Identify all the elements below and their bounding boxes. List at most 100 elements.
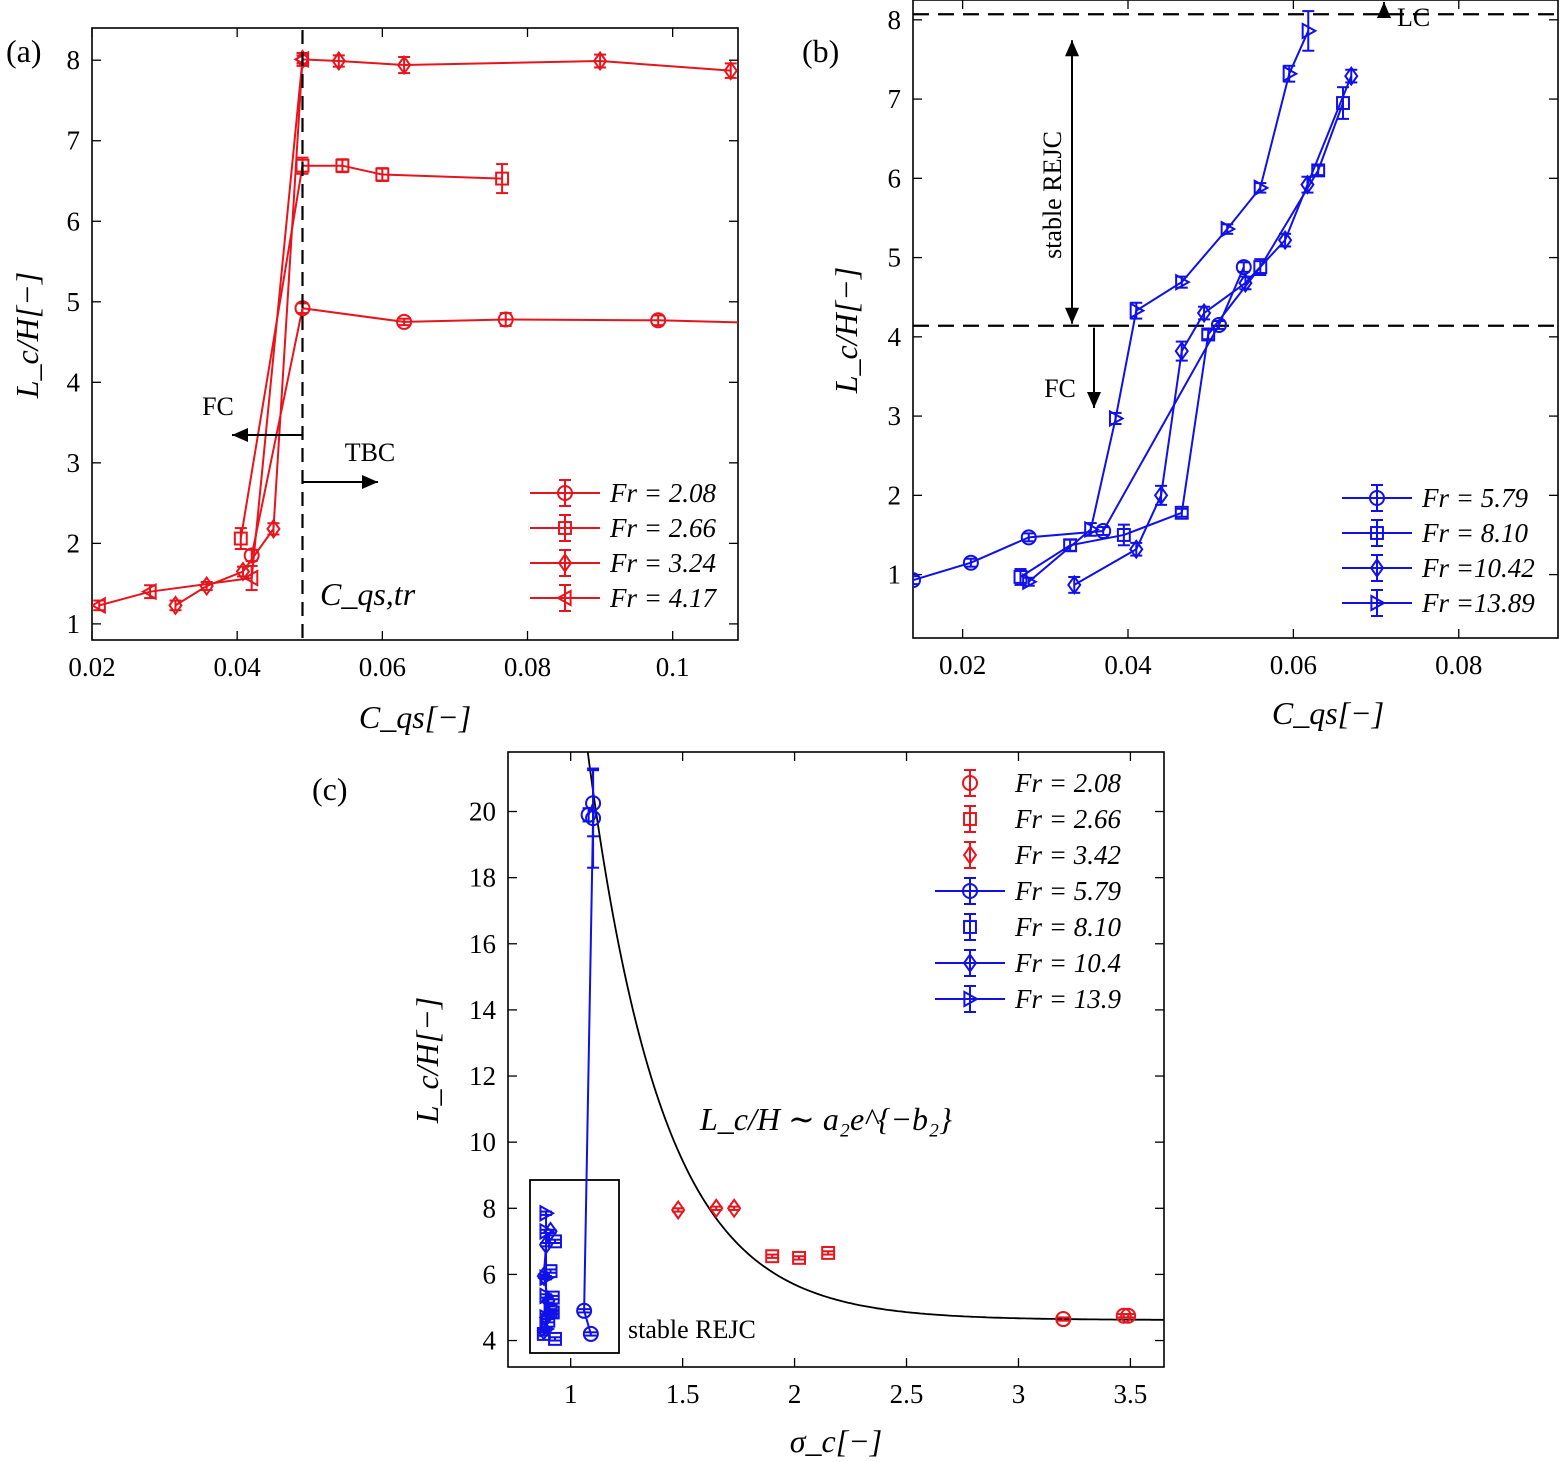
cqs-tr-label: C_qs,tr <box>320 576 416 612</box>
error-bar <box>964 557 977 568</box>
legend-label: Fr = 5.79 <box>1014 876 1121 906</box>
x-tick-label: 1.5 <box>666 1379 700 1409</box>
panel-label: (b) <box>802 33 839 69</box>
data-point <box>650 312 667 329</box>
error-bar <box>822 1250 835 1256</box>
data-point <box>1067 574 1082 596</box>
fit-line <box>586 752 1164 1321</box>
fc-arrow <box>1087 327 1101 408</box>
data-point <box>1282 65 1299 83</box>
data-point <box>821 1245 836 1260</box>
legend-entry: Fr = 2.66 <box>530 513 716 543</box>
legend-entry: Fr = 13.9 <box>935 984 1121 1014</box>
x-tick-label: 0.02 <box>68 652 115 682</box>
error-bar <box>1130 541 1143 557</box>
data-point <box>331 50 346 72</box>
stable-rejc-box <box>529 1179 620 1354</box>
fc-label: FC <box>1044 374 1076 403</box>
error-bar <box>766 1253 779 1259</box>
data-point <box>1175 273 1191 291</box>
legend-label: Fr = 13.9 <box>1014 984 1121 1014</box>
error-bar <box>332 54 345 68</box>
error-bar <box>549 1336 562 1342</box>
legend-errorbar <box>964 913 976 941</box>
legend-marker <box>962 883 978 899</box>
data-point <box>539 1269 556 1287</box>
legend-marker <box>557 485 573 501</box>
data-point <box>1277 230 1293 251</box>
stable-range-arrow <box>1065 40 1079 324</box>
data-point <box>709 1198 724 1219</box>
x-tick-label: 0.04 <box>214 652 262 682</box>
error-bar <box>1097 526 1110 536</box>
legend-errorbar <box>559 514 571 542</box>
series-line <box>1019 102 1344 578</box>
y-axis-label: L_c/H[−] <box>409 997 445 1125</box>
error-bar <box>793 1255 806 1261</box>
error-bar <box>1239 275 1252 291</box>
data-point <box>233 531 248 546</box>
y-tick-label: 1 <box>67 609 81 639</box>
data-point <box>670 1199 686 1221</box>
data-point <box>746 316 760 330</box>
legend-entry: Fr = 2.66 <box>963 804 1121 834</box>
legend-errorbar <box>1371 484 1383 512</box>
y-tick-label: 4 <box>888 322 902 352</box>
y-tick-label: 14 <box>469 995 497 1025</box>
data-point <box>1174 340 1189 362</box>
data-point <box>1109 409 1125 428</box>
series-line <box>1028 30 1310 583</box>
y-tick-label: 2 <box>67 528 81 558</box>
data-point <box>1300 174 1315 195</box>
data-point <box>1055 1311 1072 1328</box>
error-bar <box>594 53 607 69</box>
data-point <box>497 311 514 328</box>
fit-equation: L_c/H ∼ a₂e^{−b₂} <box>699 1101 952 1137</box>
y-tick-label: 6 <box>888 163 902 193</box>
plot-frame <box>507 751 1165 1368</box>
error-bar <box>1237 261 1250 273</box>
y-tick-label: 3 <box>67 448 81 478</box>
data-point <box>1115 1307 1132 1324</box>
y-tick-label: 8 <box>888 5 902 35</box>
data-point <box>1174 505 1189 520</box>
y-tick-label: 4 <box>67 367 81 397</box>
legend-entry: Fr = 4.17 <box>530 583 717 613</box>
error-bar <box>267 522 280 536</box>
x-tick-label: 2 <box>788 1379 802 1409</box>
data-point <box>539 1222 556 1241</box>
data-point <box>792 1250 807 1265</box>
panel-b: 0.02 0.04 0.06 0.08 1 2 3 4 5 6 7 8 C_qs[−] L_c/H[−] (… <box>802 0 1559 731</box>
data-point <box>1253 179 1270 197</box>
legend-marker <box>962 844 978 866</box>
error-bar <box>1057 1316 1070 1322</box>
error-bar <box>1345 68 1358 84</box>
legend-errorbar <box>1371 519 1383 547</box>
legend-marker <box>963 920 977 934</box>
y-tick-label: 3 <box>888 401 902 431</box>
data-point <box>1020 529 1037 546</box>
data-point <box>1022 573 1038 591</box>
error-bar <box>1130 301 1143 320</box>
series-line <box>98 59 304 607</box>
error-bar <box>747 320 759 326</box>
y-tick-label: 5 <box>67 287 81 317</box>
legend-errorbar <box>964 805 976 833</box>
x-tick-label: 2.5 <box>890 1379 924 1409</box>
error-bar <box>496 163 509 195</box>
series-2 <box>1067 65 1359 596</box>
data-point <box>1220 220 1237 238</box>
error-bar <box>1202 328 1215 341</box>
legend-entry: Fr = 8.10 <box>1342 518 1528 548</box>
y-tick-label: 2 <box>888 480 902 510</box>
y-tick-label: 8 <box>483 1193 497 1223</box>
error-bar <box>587 767 600 869</box>
x-tick-label: 3 <box>1012 1379 1026 1409</box>
error-bar <box>1279 232 1292 248</box>
error-bar <box>1175 507 1188 518</box>
data-point <box>1235 259 1252 276</box>
legend-marker <box>963 812 977 826</box>
data-point <box>1253 260 1268 275</box>
y-tick-label: 16 <box>469 929 496 959</box>
legend-entry: Fr = 3.24 <box>530 548 716 578</box>
